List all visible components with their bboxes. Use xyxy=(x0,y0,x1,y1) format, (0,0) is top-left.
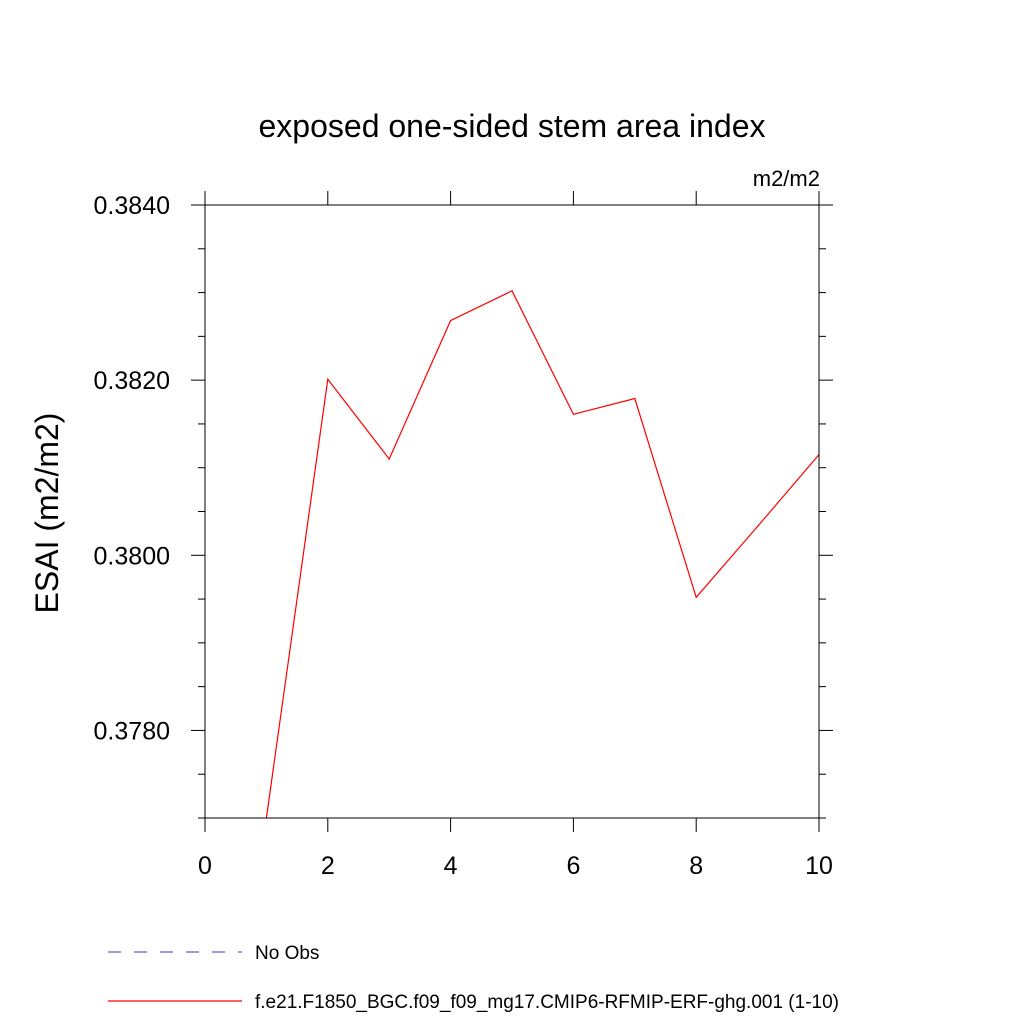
data-point xyxy=(572,413,575,415)
axis-ticks xyxy=(191,191,833,832)
units-label: m2/m2 xyxy=(753,166,820,191)
x-tick-label: 6 xyxy=(566,852,580,880)
y-axis-label: ESAI (m2/m2) xyxy=(29,413,65,614)
x-tick-label: 4 xyxy=(444,852,458,880)
data-point xyxy=(327,378,329,380)
series-layer xyxy=(265,290,820,819)
x-tick-label: 10 xyxy=(805,852,833,880)
series-line xyxy=(265,290,820,819)
legend-label: No Obs xyxy=(255,943,319,964)
legend-label: f.e21.F1850_BGC.f09_f09_mg17.CMIP6-RFMIP… xyxy=(255,992,839,1013)
plot-frame xyxy=(204,204,820,819)
y-tick-label: 0.3840 xyxy=(94,192,170,220)
data-point xyxy=(388,458,390,460)
data-point xyxy=(634,397,636,400)
data-point xyxy=(695,596,697,598)
tick-labels: 0 2 4 6 8 10 0.3780 0.3800 0.3820 0.3840 xyxy=(94,192,833,880)
legend: No Obs f.e21.F1850_BGC.f09_f09_mg17.CMIP6… xyxy=(108,943,839,1013)
y-tick-label: 0.3800 xyxy=(94,542,170,570)
data-point xyxy=(511,290,513,292)
x-tick-label: 2 xyxy=(321,852,335,880)
y-tick-label: 0.3820 xyxy=(94,367,170,395)
data-point xyxy=(450,319,452,322)
x-tick-label: 8 xyxy=(689,852,703,880)
y-tick-label: 0.3780 xyxy=(94,717,170,745)
x-tick-label: 0 xyxy=(198,852,212,880)
chart-title: exposed one-sided stem area index xyxy=(259,108,766,144)
data-point xyxy=(757,525,759,527)
